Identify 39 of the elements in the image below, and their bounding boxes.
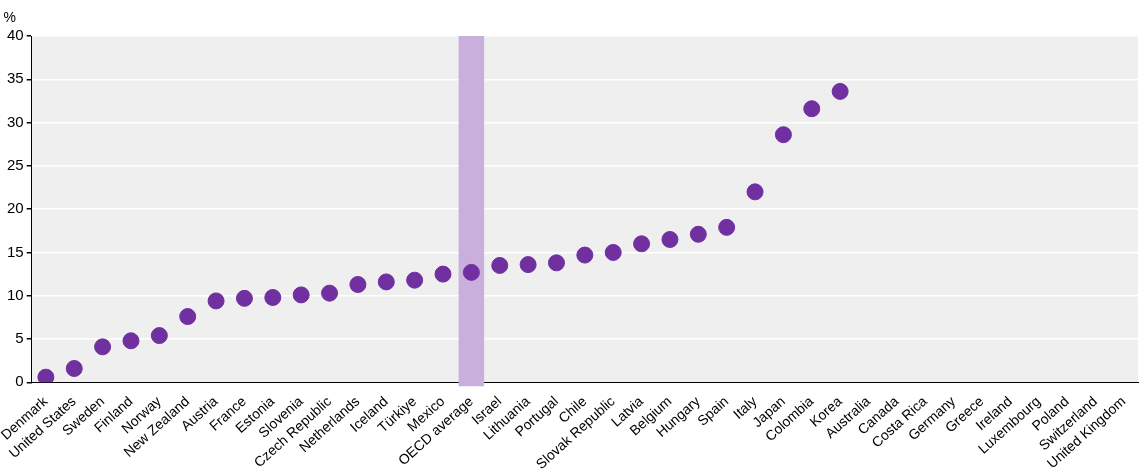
point (661, 230, 679, 248)
point (65, 359, 83, 377)
point (462, 263, 480, 281)
point (718, 218, 736, 236)
y-tick-label: 20 (7, 199, 24, 217)
point (94, 338, 112, 356)
point (406, 271, 424, 289)
point (774, 126, 792, 144)
point (150, 327, 168, 345)
y-tick-label: 25 (7, 156, 24, 174)
point (235, 289, 253, 307)
point (519, 256, 537, 274)
point (207, 292, 225, 310)
point (604, 243, 622, 261)
y-tick-label: 35 (7, 69, 24, 87)
point (434, 265, 452, 283)
y-axis-title: % (3, 9, 16, 25)
point (321, 284, 339, 302)
point (292, 286, 310, 304)
point (746, 183, 764, 201)
y-tick-label: 0 (15, 372, 24, 390)
y-tick-label: 5 (15, 329, 24, 347)
point (37, 368, 55, 383)
point (491, 256, 509, 274)
y-tick-label: 30 (7, 112, 24, 130)
point (689, 225, 707, 243)
y-tick-label: 40 (7, 26, 24, 44)
point (179, 308, 197, 326)
point (349, 276, 367, 293)
point (803, 100, 821, 118)
point (547, 254, 565, 272)
point (831, 82, 849, 100)
point (377, 273, 395, 291)
point (122, 332, 140, 350)
point (576, 246, 594, 264)
point (264, 288, 282, 306)
point (633, 235, 651, 253)
y-tick-label: 10 (7, 285, 24, 303)
y-tick-label: 15 (7, 242, 24, 260)
